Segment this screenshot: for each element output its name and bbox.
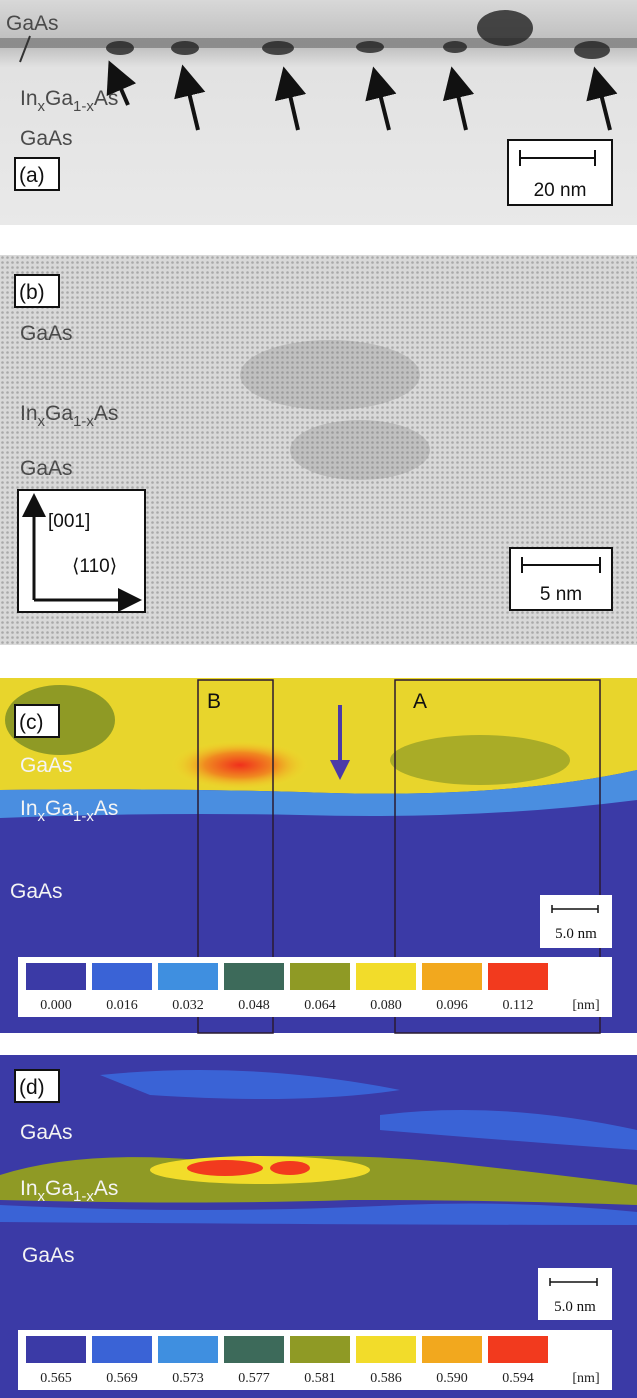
layer-label: GaAs: [20, 127, 73, 150]
swatch: [92, 1336, 152, 1363]
t: As: [94, 87, 119, 110]
panel-label: (c): [19, 711, 44, 734]
t: In: [20, 87, 38, 110]
layer-label: GaAs: [20, 457, 73, 480]
hot-spot: [170, 740, 310, 790]
colorbar-label: 0.586: [370, 1371, 402, 1386]
panel-label: (b): [19, 281, 45, 304]
swatch: [92, 963, 152, 990]
direction-box: [18, 490, 145, 612]
colorbar-label: 0.032: [172, 998, 204, 1013]
colorbar-label: 0.112: [503, 998, 534, 1013]
t: In: [20, 402, 38, 425]
swatch: [290, 963, 350, 990]
swatch: [422, 1336, 482, 1363]
colorbar-unit: [nm]: [572, 1371, 599, 1386]
colorbar-label: 0.000: [40, 998, 72, 1013]
colorbar-label: 0.016: [106, 998, 138, 1013]
colorbar-label: 0.590: [436, 1371, 468, 1386]
swatch: [488, 963, 548, 990]
layer-label: GaAs: [22, 1244, 75, 1267]
swatch: [290, 1336, 350, 1363]
t: 1-x: [73, 1188, 94, 1205]
page: {"panels": [ {"label": "(a)", "layers": …: [0, 0, 637, 1398]
colorbar-label: 0.048: [238, 998, 270, 1013]
swatch: [356, 963, 416, 990]
layer-label: GaAs: [10, 880, 63, 903]
t: Ga: [45, 87, 73, 110]
layer-label: GaAs: [6, 12, 59, 35]
t: As: [94, 1177, 119, 1200]
region-label: B: [207, 690, 221, 713]
scale-text: 5 nm: [540, 584, 582, 605]
swatch: [422, 963, 482, 990]
colorbar-label: 0.569: [106, 1371, 138, 1386]
layer-band: [0, 38, 637, 48]
region-label: A: [413, 690, 427, 713]
colorbar-label: 0.080: [370, 998, 402, 1013]
direction: [001]: [48, 511, 90, 532]
swatch: [26, 1336, 86, 1363]
layer-label: GaAs: [20, 754, 73, 777]
t: In: [20, 1177, 38, 1200]
region: [390, 735, 570, 785]
t: 1-x: [73, 808, 94, 825]
panel-b: (b) GaAs InxGa1-xAs GaAs [001] ⟨110⟩ 5 n…: [0, 255, 637, 645]
hot-spot: [187, 1160, 263, 1176]
direction: ⟨110⟩: [72, 556, 117, 577]
colorbar-label: 0.581: [304, 1371, 336, 1386]
panel-c: B A (c) GaAs InxGa1-xAs GaAs 5.0 nm 0.00…: [0, 678, 637, 1033]
shade: [240, 340, 420, 410]
swatch: [26, 963, 86, 990]
t: Ga: [45, 797, 73, 820]
panel-a: GaAs InxGa1-xAs GaAs (a) 20 nm: [0, 0, 637, 225]
swatch: [158, 1336, 218, 1363]
scale-text: 5.0 nm: [555, 926, 597, 942]
figure: GaAs InxGa1-xAs GaAs (a) 20 nm (b) GaAs …: [0, 0, 637, 1398]
panel-label: (d): [19, 1076, 45, 1099]
colorbar-label: 0.577: [238, 1371, 270, 1386]
t: 1-x: [73, 98, 94, 115]
shade: [290, 420, 430, 480]
swatch: [224, 1336, 284, 1363]
t: Ga: [45, 402, 73, 425]
colorbar-label: 0.096: [436, 998, 468, 1013]
t: In: [20, 797, 38, 820]
t: As: [94, 402, 119, 425]
layer-label: GaAs: [20, 1121, 73, 1144]
swatch: [356, 1336, 416, 1363]
hot-spot: [270, 1161, 310, 1175]
colorbar-label: 0.565: [40, 1371, 72, 1386]
colorbar: 0.000 0.016 0.032 0.048 0.064 0.080 0.096 0.112…: [18, 957, 612, 1017]
colorbar-label: 0.573: [172, 1371, 204, 1386]
colorbar-unit: [nm]: [572, 998, 599, 1013]
panel-label: (a): [19, 164, 45, 187]
swatch: [158, 963, 218, 990]
scale-text: 20 nm: [534, 180, 587, 201]
swatch: [488, 1336, 548, 1363]
colorbar: 0.565 0.569 0.573 0.577 0.581 0.586 0.590 0.594…: [18, 1330, 612, 1390]
scale-text: 5.0 nm: [554, 1299, 596, 1315]
layer-label: GaAs: [20, 322, 73, 345]
swatch: [224, 963, 284, 990]
t: As: [94, 797, 119, 820]
t: 1-x: [73, 413, 94, 430]
colorbar-label: 0.594: [502, 1371, 534, 1386]
colorbar-label: 0.064: [304, 998, 336, 1013]
t: Ga: [45, 1177, 73, 1200]
